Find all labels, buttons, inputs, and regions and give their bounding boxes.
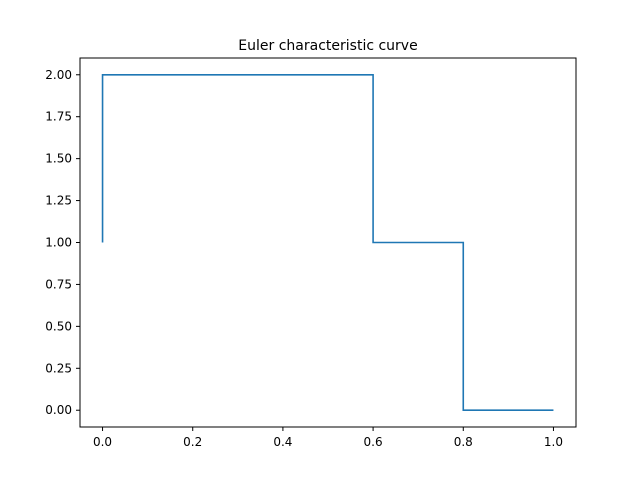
x-tick-label: 0.2 xyxy=(183,435,202,449)
x-tick-label: 0.8 xyxy=(454,435,473,449)
y-tick-label: 1.25 xyxy=(45,194,72,208)
x-tick-label: 0.0 xyxy=(93,435,112,449)
y-tick-label: 1.50 xyxy=(45,152,72,166)
plot-area xyxy=(101,73,554,412)
y-tick-label: 1.75 xyxy=(45,110,72,124)
plot-frame xyxy=(79,57,577,428)
y-tick-label: 0.50 xyxy=(45,319,72,333)
y-tick-label: 0.25 xyxy=(45,361,72,375)
x-axis: 0.0 0.2 0.4 0.6 0.8 1.0 xyxy=(93,427,563,449)
x-tick-label: 1.0 xyxy=(544,435,563,449)
y-tick-label: 2.00 xyxy=(45,68,72,82)
y-tick-label: 0.75 xyxy=(45,277,72,291)
euler-curve-line xyxy=(101,73,554,412)
x-tick-label: 0.6 xyxy=(364,435,383,449)
chart-title: Euler characteristic curve xyxy=(238,38,417,54)
y-tick-label: 1.00 xyxy=(45,236,72,250)
x-tick-label: 0.4 xyxy=(273,435,292,449)
y-axis: 0.00 0.25 0.50 0.75 1.00 1.25 1.50 1.75 2.00 xyxy=(45,68,80,417)
y-tick-label: 0.00 xyxy=(45,403,72,417)
